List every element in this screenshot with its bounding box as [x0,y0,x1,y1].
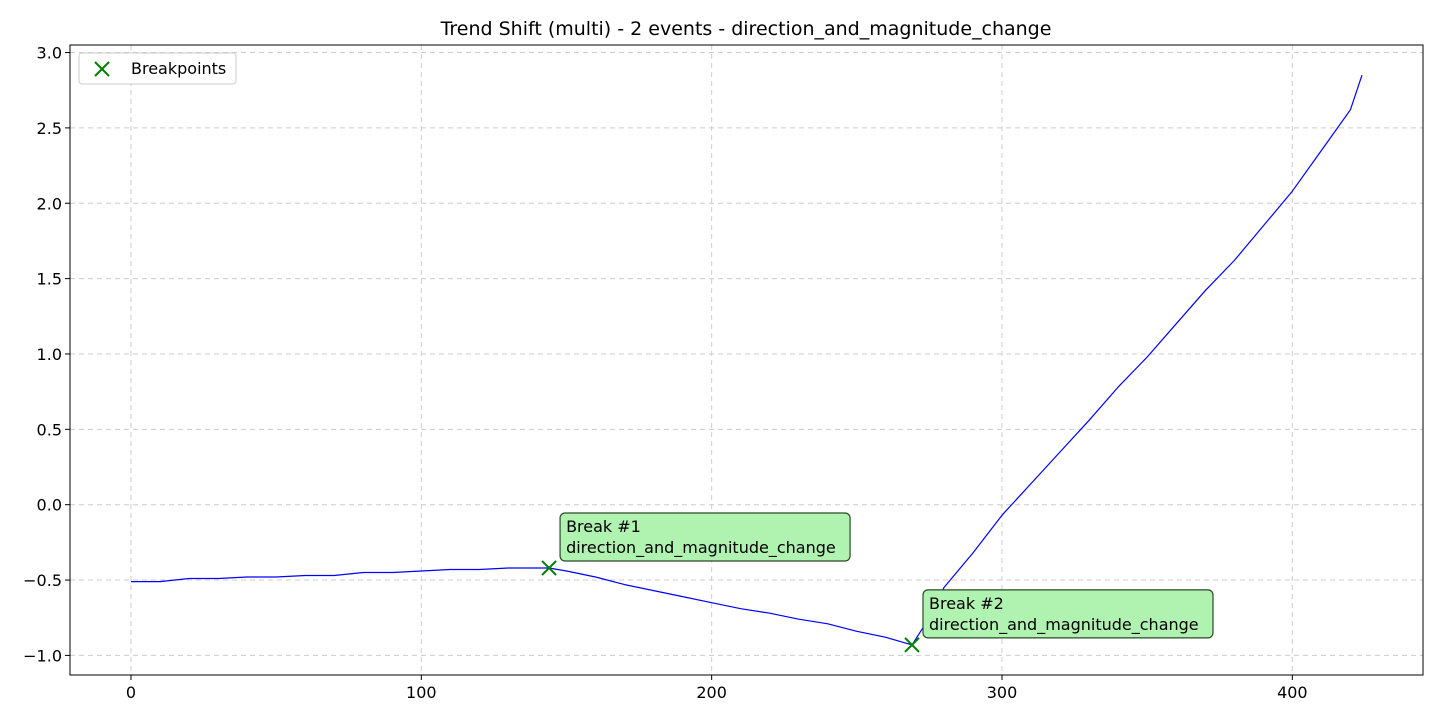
breakpoint-annotation: Break #2 direction_and_magnitude_change [922,589,1214,639]
breakpoint-marker [541,560,557,576]
annotation-box [922,589,1214,639]
grid [70,45,1423,675]
breakpoints-layer [541,560,920,653]
series-layer [131,74,1363,646]
x-tick-label: 0 [126,683,136,702]
x-tick-label: 200 [696,683,727,702]
x-tick-label: 100 [406,683,437,702]
y-tick-label: 1.5 [37,270,62,289]
chart-title: Trend Shift (multi) - 2 events - directi… [440,18,1052,40]
y-tick-label: 2.0 [37,194,62,213]
y-axis-ticks: −1.0 −0.5 0.0 0.5 1.0 1.5 2.0 2.5 3.0 [23,44,70,665]
y-tick-label: 0.0 [37,496,62,515]
legend-entry-breakpoints: Breakpoints [131,59,226,78]
annotation-box [559,512,851,562]
y-tick-label: 0.5 [37,420,62,439]
legend-cross [94,61,110,77]
x-tick-label: 400 [1277,683,1308,702]
y-tick-label: −0.5 [23,571,62,590]
plot-frame [69,44,1424,676]
annotation-type: direction_and_magnitude_change [566,538,836,558]
y-tick-label: −1.0 [23,646,62,665]
series-line [131,74,1363,646]
x-axis-ticks: 0 100 200 300 400 [126,675,1308,702]
legend-box [78,52,237,85]
annotations: Break #1direction_and_magnitude_changeBr… [559,512,1214,639]
breakpoint-annotation: Break #1 direction_and_magnitude_change [559,512,851,562]
x-tick-label: 300 [987,683,1018,702]
y-tick-label: 2.5 [37,119,62,138]
annotation-title: Break #2 [929,594,1004,613]
y-tick-label: 3.0 [37,44,62,63]
legend-breakpoint-marker-icon [94,61,110,77]
legend: Breakpoints [78,52,237,85]
y-tick-label: 1.0 [37,345,62,364]
annotation-title: Break #1 [566,517,641,536]
breakpoint-marker [904,637,920,653]
annotation-type: direction_and_magnitude_change [929,615,1199,635]
